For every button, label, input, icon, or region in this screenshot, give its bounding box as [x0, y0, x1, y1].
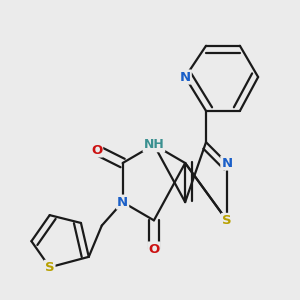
Text: S: S	[45, 261, 55, 274]
Text: N: N	[221, 157, 233, 169]
Text: NH: NH	[143, 138, 164, 151]
Text: N: N	[117, 196, 128, 208]
Text: N: N	[180, 70, 191, 83]
Text: O: O	[148, 242, 160, 256]
Text: S: S	[222, 214, 232, 227]
Text: O: O	[91, 143, 102, 157]
